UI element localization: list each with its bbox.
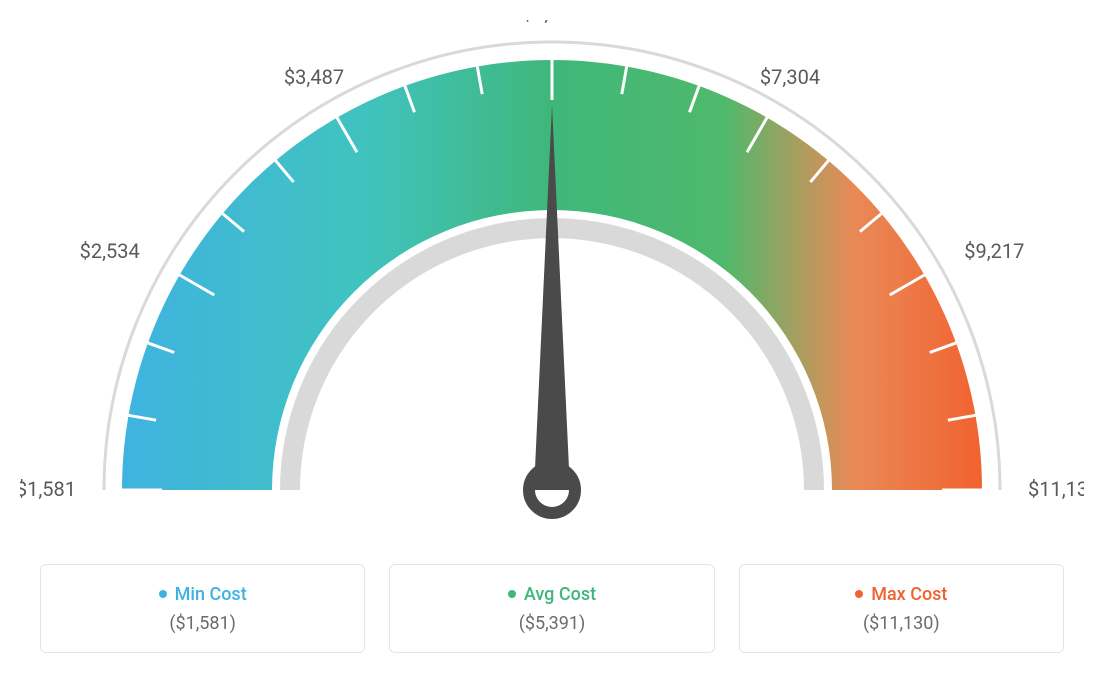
legend-dot-avg: [508, 590, 516, 598]
gauge-chart: $1,581 $2,534 $3,487 $5,391 $7,304 $9,217 $11,…: [20, 20, 1084, 653]
svg-text:$9,217: $9,217: [964, 239, 1024, 263]
legend-value-max: ($11,130): [760, 613, 1043, 634]
legend-card-min: Min Cost ($1,581): [40, 564, 365, 653]
svg-text:$3,487: $3,487: [284, 65, 344, 89]
legend-title-max: Max Cost: [855, 584, 947, 605]
svg-text:$1,581: $1,581: [20, 477, 76, 501]
legend-dot-min: [159, 590, 167, 598]
legend-card-max: Max Cost ($11,130): [739, 564, 1064, 653]
svg-text:$11,130: $11,130: [1028, 477, 1084, 501]
svg-text:$7,304: $7,304: [760, 65, 820, 89]
legend-title-avg: Avg Cost: [508, 584, 596, 605]
legend-title-min: Min Cost: [159, 584, 247, 605]
svg-text:$5,391: $5,391: [522, 20, 582, 25]
legend-dot-max: [855, 590, 863, 598]
legend-label-min: Min Cost: [175, 584, 247, 605]
legend-row: Min Cost ($1,581) Avg Cost ($5,391) Max …: [20, 564, 1084, 653]
legend-label-max: Max Cost: [871, 584, 947, 605]
legend-value-avg: ($5,391): [410, 613, 693, 634]
legend-label-avg: Avg Cost: [524, 584, 596, 605]
legend-value-min: ($1,581): [61, 613, 344, 634]
svg-text:$2,534: $2,534: [80, 239, 140, 263]
gauge-svg: $1,581 $2,534 $3,487 $5,391 $7,304 $9,217 $11,…: [20, 20, 1084, 540]
legend-card-avg: Avg Cost ($5,391): [389, 564, 714, 653]
